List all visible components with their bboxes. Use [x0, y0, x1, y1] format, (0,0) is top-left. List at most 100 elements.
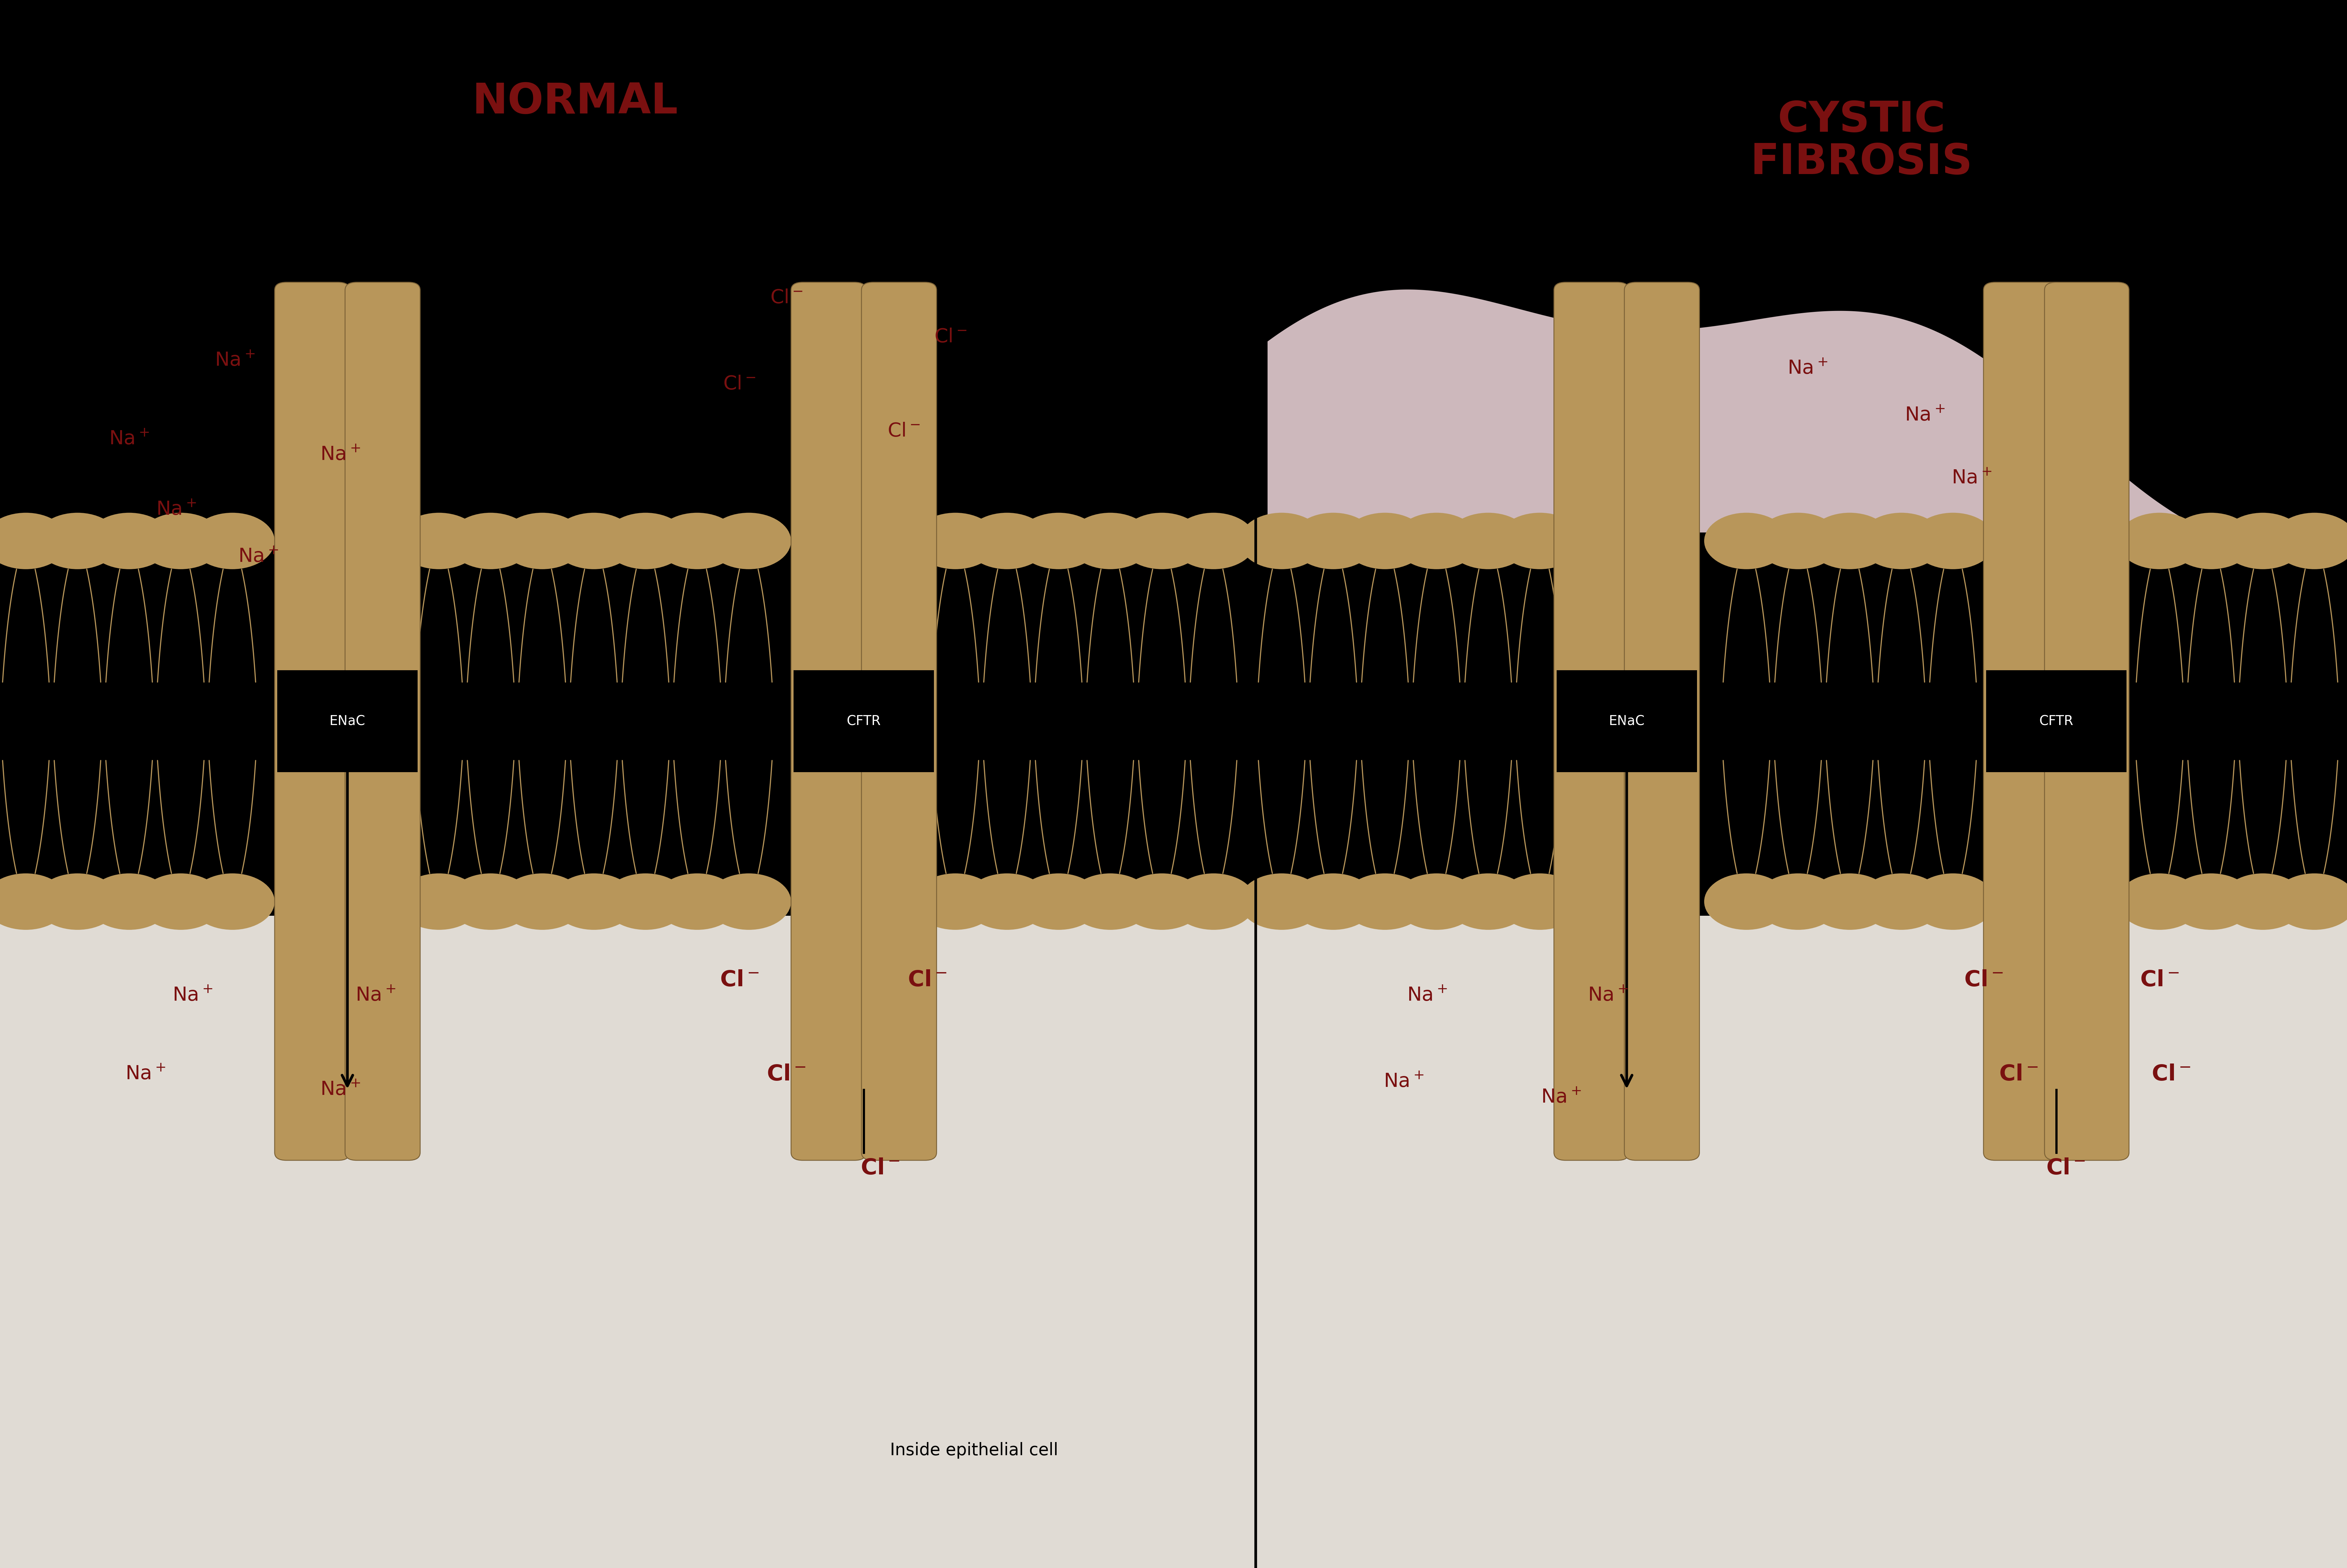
Circle shape [1016, 873, 1101, 930]
Circle shape [397, 513, 481, 569]
Circle shape [190, 513, 275, 569]
Text: Na$^+$: Na$^+$ [319, 1080, 361, 1099]
Circle shape [1171, 873, 1256, 930]
Circle shape [965, 513, 1049, 569]
Circle shape [1394, 873, 1479, 930]
Circle shape [1068, 873, 1152, 930]
FancyBboxPatch shape [1554, 282, 1629, 1160]
Circle shape [138, 513, 223, 569]
Text: ENaC: ENaC [329, 715, 366, 728]
Text: Mucus: Mucus [2237, 431, 2293, 447]
Text: Cl$^-$: Cl$^-$ [2140, 969, 2178, 991]
FancyBboxPatch shape [791, 282, 866, 1160]
Circle shape [1291, 873, 1375, 930]
Circle shape [500, 873, 584, 930]
Circle shape [2169, 513, 2253, 569]
Text: CFTR: CFTR [847, 715, 880, 728]
Circle shape [1704, 513, 1788, 569]
Circle shape [1068, 513, 1152, 569]
Circle shape [1807, 873, 1892, 930]
Text: Na$^+$: Na$^+$ [124, 1065, 167, 1083]
Text: Na$^+$: Na$^+$ [214, 351, 256, 370]
Text: Na$^+$: Na$^+$ [1406, 986, 1448, 1005]
Circle shape [1120, 873, 1204, 930]
Circle shape [2169, 873, 2253, 930]
Circle shape [1171, 513, 1256, 569]
Circle shape [138, 873, 223, 930]
Circle shape [1016, 513, 1101, 569]
Circle shape [500, 513, 584, 569]
Text: Cl$^-$: Cl$^-$ [861, 1157, 899, 1179]
Text: Na$^+$: Na$^+$ [1786, 359, 1828, 378]
Text: Cl$^-$: Cl$^-$ [721, 969, 758, 991]
Circle shape [0, 873, 68, 930]
Bar [277, 671, 418, 771]
Circle shape [2220, 513, 2305, 569]
Circle shape [1394, 513, 1479, 569]
Text: Na$^+$: Na$^+$ [1382, 1073, 1425, 1091]
Text: Na$^+$: Na$^+$ [108, 430, 150, 448]
Circle shape [1446, 873, 1530, 930]
FancyBboxPatch shape [275, 282, 350, 1160]
Circle shape [1446, 513, 1530, 569]
Circle shape [1239, 873, 1324, 930]
Bar [1986, 671, 2126, 771]
Circle shape [706, 513, 791, 569]
Circle shape [1910, 513, 1995, 569]
Circle shape [1910, 873, 1995, 930]
FancyBboxPatch shape [2044, 282, 2129, 1160]
Text: Na$^+$: Na$^+$ [171, 986, 214, 1005]
Circle shape [1342, 513, 1427, 569]
FancyBboxPatch shape [1624, 282, 1699, 1160]
Circle shape [1859, 513, 1943, 569]
Circle shape [1859, 873, 1943, 930]
Text: Inside epithelial cell: Inside epithelial cell [890, 1443, 1058, 1458]
Circle shape [1704, 873, 1788, 930]
Polygon shape [1267, 290, 2347, 544]
Circle shape [1807, 513, 1892, 569]
Text: Cl$^-$: Cl$^-$ [908, 969, 946, 991]
Circle shape [1120, 513, 1204, 569]
Circle shape [552, 513, 636, 569]
Bar [0, 916, 1256, 1568]
Text: Cl$^-$: Cl$^-$ [934, 328, 967, 347]
Circle shape [1291, 513, 1375, 569]
Circle shape [1239, 513, 1324, 569]
Circle shape [1342, 873, 1427, 930]
Text: Cl$^-$: Cl$^-$ [770, 289, 803, 307]
Circle shape [35, 513, 120, 569]
Circle shape [0, 513, 68, 569]
Text: Cl$^-$: Cl$^-$ [723, 375, 756, 394]
Circle shape [397, 873, 481, 930]
Text: CYSTIC
FIBROSIS: CYSTIC FIBROSIS [1751, 100, 1971, 182]
Text: Cl$^-$: Cl$^-$ [2152, 1063, 2190, 1085]
Circle shape [603, 513, 688, 569]
Text: Cl$^-$: Cl$^-$ [767, 1063, 805, 1085]
Text: Na$^+$: Na$^+$ [1903, 406, 1946, 425]
Circle shape [2117, 873, 2201, 930]
Circle shape [448, 873, 533, 930]
Circle shape [2220, 873, 2305, 930]
Text: Na$^+$: Na$^+$ [319, 445, 361, 464]
Circle shape [913, 873, 997, 930]
Circle shape [190, 873, 275, 930]
FancyBboxPatch shape [861, 282, 936, 1160]
Text: NORMAL: NORMAL [472, 82, 678, 122]
Circle shape [655, 873, 739, 930]
Text: Na$^+$: Na$^+$ [155, 500, 197, 519]
Text: Na$^+$: Na$^+$ [237, 547, 279, 566]
Circle shape [2272, 873, 2347, 930]
Circle shape [552, 873, 636, 930]
Circle shape [1497, 513, 1582, 569]
Circle shape [2117, 513, 2201, 569]
Circle shape [1756, 873, 1840, 930]
Text: CFTR: CFTR [2040, 715, 2072, 728]
Circle shape [35, 873, 120, 930]
FancyBboxPatch shape [1983, 282, 2068, 1160]
Circle shape [965, 873, 1049, 930]
Bar [1256, 916, 2347, 1568]
Text: Na$^+$: Na$^+$ [1587, 986, 1629, 1005]
Text: ENaC: ENaC [1608, 715, 1645, 728]
Circle shape [655, 513, 739, 569]
Text: Na$^+$: Na$^+$ [354, 986, 397, 1005]
